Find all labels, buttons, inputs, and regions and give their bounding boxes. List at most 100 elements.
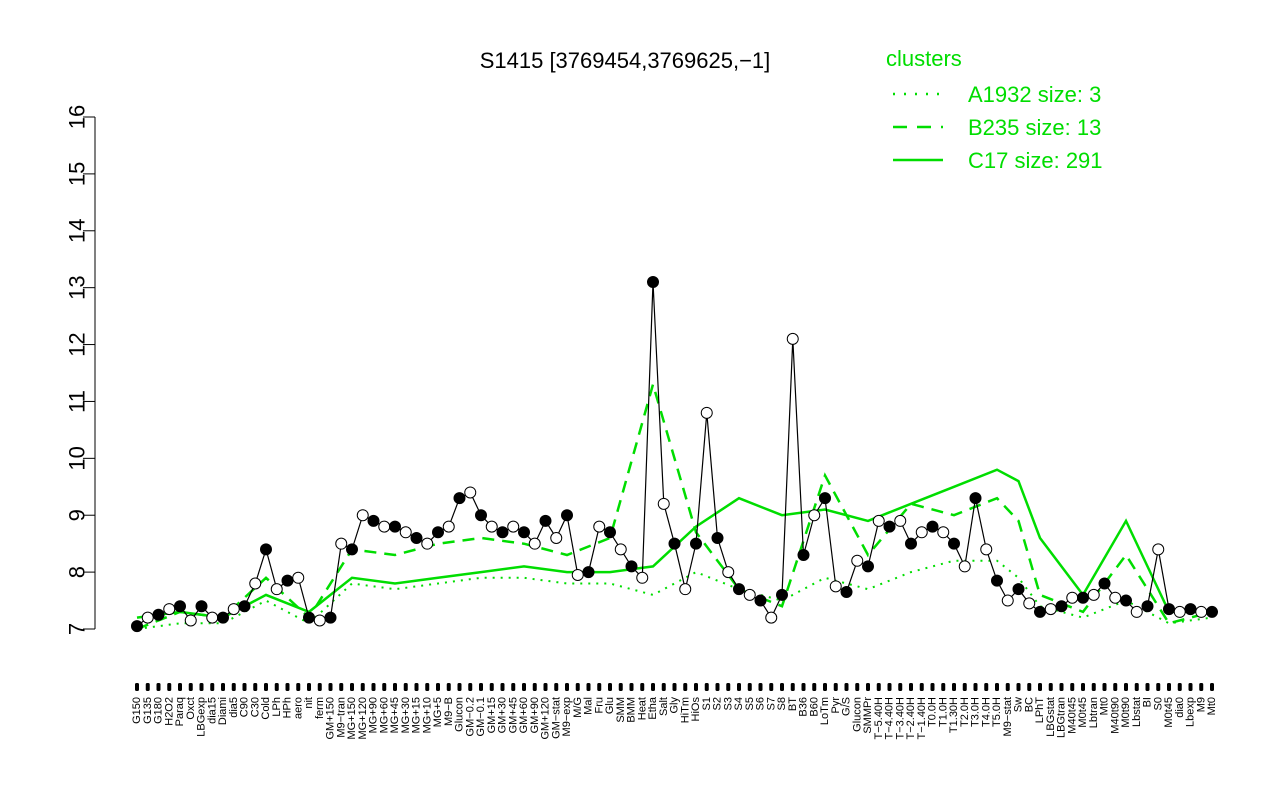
x-tick-label: T4.0H <box>980 697 992 727</box>
y-tick-label: 15 <box>65 162 90 186</box>
data-point <box>163 603 176 616</box>
x-tick-label: C30 <box>249 697 261 717</box>
data-point <box>399 526 412 539</box>
x-tick-label: LBGtran <box>1056 697 1068 738</box>
x-rug-mark <box>651 683 655 691</box>
x-tick-label: Heat <box>636 697 648 720</box>
data-point <box>905 537 917 550</box>
x-tick-label: GM−stat <box>550 697 562 739</box>
data-point <box>131 620 143 633</box>
x-rug-mark <box>317 683 322 691</box>
x-tick-label: nit <box>303 697 315 709</box>
x-tick-label: Lbstat <box>1131 697 1143 727</box>
data-point <box>862 560 874 573</box>
x-rug-mark <box>726 683 731 691</box>
x-rug-mark <box>694 683 698 691</box>
data-point <box>324 611 337 624</box>
data-point <box>614 543 627 556</box>
x-tick-label: T0.0H <box>927 697 939 727</box>
x-tick-label: T−2.40H <box>905 697 917 740</box>
x-tick-label: GM+15 <box>486 697 498 733</box>
x-rug-mark <box>554 683 559 691</box>
x-rug-mark <box>339 683 344 691</box>
x-rug-mark <box>156 683 161 691</box>
data-point <box>851 554 864 567</box>
data-point <box>1012 583 1025 596</box>
x-rug-mark <box>823 683 827 691</box>
cluster-line <box>136 379 1213 631</box>
legend-entry: C17 size: 291 <box>968 148 1103 173</box>
data-point <box>442 520 455 533</box>
x-rug-mark <box>887 683 892 691</box>
cluster-line <box>136 468 1212 619</box>
data-point <box>1109 591 1122 604</box>
x-rug-mark <box>1091 683 1096 691</box>
x-tick-label: MG+30 <box>400 697 412 733</box>
data-point <box>636 571 649 584</box>
y-tick-label: 7 <box>65 623 90 635</box>
x-tick-label: Oxct <box>185 697 197 720</box>
x-tick-label: G180 <box>153 697 165 724</box>
data-point <box>1001 594 1014 607</box>
x-tick-label: dia15 <box>206 697 218 724</box>
x-tick-label: Sw <box>1013 697 1025 712</box>
cluster-lines <box>136 379 1213 631</box>
data-point <box>582 566 595 579</box>
data-point <box>421 537 434 550</box>
data-point <box>206 611 219 624</box>
data-point <box>872 514 885 527</box>
x-tick-label: aero <box>292 697 304 719</box>
data-point <box>550 531 563 544</box>
x-rug-mark <box>382 683 387 691</box>
x-tick-label: T−5.40H <box>873 697 885 740</box>
x-rug-mark <box>1038 683 1042 691</box>
x-tick-label: S4 <box>733 697 745 710</box>
data-point <box>1141 600 1154 613</box>
data-point <box>1023 597 1036 610</box>
x-tick-label: MG+5 <box>432 697 444 727</box>
x-rug-mark <box>1199 683 1204 691</box>
data-point <box>1120 594 1132 607</box>
y-tick-label: 9 <box>65 509 90 521</box>
x-rug-mark <box>468 683 473 691</box>
data-point <box>1173 605 1186 618</box>
data-point <box>1163 603 1175 616</box>
data-point <box>958 560 971 573</box>
x-rug-mark <box>489 683 494 691</box>
data-point <box>561 509 573 522</box>
data-point <box>1184 603 1197 616</box>
y-axis: 7 8 9 10 11 12 13 14 15 16 <box>65 105 96 635</box>
data-point <box>174 600 186 613</box>
y-tick-label: 8 <box>65 566 90 578</box>
x-tick-label: S6 <box>755 697 767 710</box>
x-tick-label: M40t90 <box>1109 697 1121 734</box>
x-rug-mark <box>758 683 763 691</box>
data-point <box>1152 543 1165 556</box>
data-point <box>1206 605 1218 618</box>
x-tick-label: MG+150 <box>346 697 358 740</box>
x-tick-label: T1.30H <box>948 697 960 733</box>
x-tick-label: GM+45 <box>507 697 519 733</box>
data-point <box>303 611 315 624</box>
x-tick-label: MG+45 <box>389 697 401 733</box>
data-point <box>389 520 401 533</box>
x-tick-label: M9−B <box>443 697 455 726</box>
data-point <box>238 600 251 613</box>
data-point <box>668 537 681 550</box>
data-point <box>539 514 552 527</box>
x-tick-label: GM+30 <box>497 697 509 733</box>
x-rug-mark <box>919 683 924 691</box>
x-rug-mark <box>188 683 193 691</box>
x-tick-label: MG+120 <box>357 697 369 740</box>
data-point <box>356 509 369 522</box>
data-point <box>980 543 993 556</box>
x-rug-mark <box>242 683 247 691</box>
x-rug-mark <box>941 683 946 691</box>
x-tick-label: T5.0H <box>991 697 1003 727</box>
y-tick-label: 14 <box>65 219 90 243</box>
x-tick-label: Glucon <box>454 697 466 732</box>
x-tick-label: HiTm <box>679 697 691 723</box>
x-tick-label: G135 <box>142 697 154 724</box>
x-rug-mark <box>274 683 279 691</box>
x-rug-mark <box>1102 683 1107 691</box>
